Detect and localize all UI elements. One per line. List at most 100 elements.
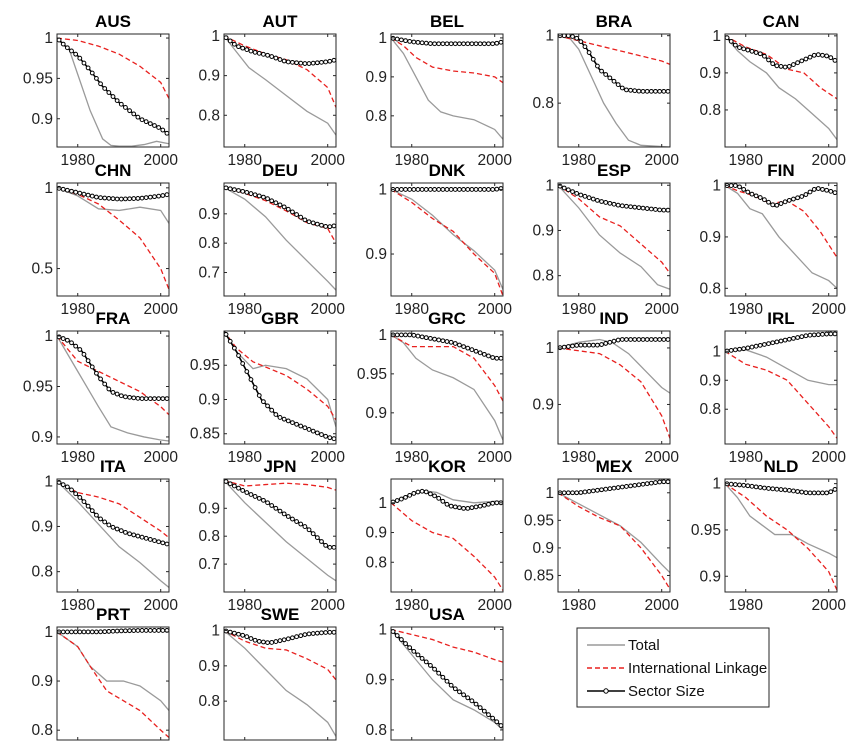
- data-point-size: [81, 191, 87, 197]
- y-tick-label: 1: [378, 30, 387, 47]
- data-point-size: [269, 198, 275, 204]
- data-point-size: [152, 396, 157, 402]
- y-tick-label: 0.8: [532, 95, 554, 112]
- data-point-size: [619, 85, 625, 91]
- data-point-size: [636, 482, 642, 488]
- data-point-size: [139, 117, 145, 123]
- data-point-size: [269, 503, 275, 508]
- data-point-size: [632, 337, 638, 342]
- data-point-size: [102, 629, 108, 635]
- panel-kor: KOR 0.8 0.9 1 1980 2000: [365, 457, 512, 614]
- data-point-size: [653, 207, 658, 212]
- data-point-size: [799, 334, 805, 340]
- data-point-size: [73, 491, 79, 497]
- data-point-size: [461, 41, 466, 47]
- series-line-intl: [558, 35, 670, 65]
- data-point-size: [615, 485, 621, 490]
- data-point-size: [774, 339, 780, 345]
- data-point-size: [314, 630, 320, 636]
- data-point-size: [98, 376, 103, 382]
- y-tick-label: 0.85: [524, 567, 554, 584]
- data-point-size: [152, 123, 157, 128]
- data-point-size: [294, 421, 299, 427]
- data-point-size: [118, 196, 124, 202]
- data-point-size: [102, 381, 108, 387]
- data-point-size: [415, 489, 421, 495]
- data-point-size: [753, 484, 759, 490]
- data-point-size: [298, 60, 304, 66]
- data-point-size: [273, 412, 279, 417]
- panel-title: AUT: [263, 12, 299, 31]
- data-point-size: [398, 37, 404, 43]
- data-point-size: [582, 193, 588, 199]
- legend-box: [576, 627, 770, 708]
- data-point-size: [753, 193, 759, 199]
- x-tick-label: 1980: [227, 449, 262, 466]
- data-point-size: [252, 192, 258, 198]
- data-point-size: [457, 342, 462, 348]
- panel-title: BEL: [430, 12, 464, 31]
- data-point-size: [403, 187, 408, 192]
- legend: Total International Linkage Sector Size: [576, 627, 770, 708]
- data-point-size: [131, 196, 137, 201]
- data-point-size: [290, 516, 295, 522]
- data-point-size: [578, 192, 584, 198]
- panel-mex: MEX 0.85 0.9 0.95 1 1980 2000: [524, 457, 679, 614]
- data-point-size: [490, 500, 496, 506]
- data-point-size: [448, 41, 454, 47]
- x-tick-label: 1980: [561, 449, 596, 466]
- series-line-total: [224, 630, 336, 737]
- data-point-size: [248, 48, 254, 54]
- data-point-size: [778, 338, 784, 344]
- data-point-size: [436, 670, 442, 676]
- data-point-size: [603, 200, 609, 205]
- data-point-size: [419, 655, 425, 661]
- data-point-size: [762, 342, 767, 347]
- series-line-total: [57, 335, 169, 442]
- data-point-size: [799, 58, 805, 64]
- x-tick-label: 1980: [728, 597, 763, 614]
- data-point-size: [665, 337, 670, 342]
- data-point-size: [261, 497, 266, 503]
- data-point-size: [240, 488, 246, 493]
- data-point-size: [782, 199, 788, 205]
- data-point-size: [277, 415, 283, 420]
- data-point-size: [782, 337, 788, 343]
- data-point-size: [139, 534, 145, 540]
- data-point-size: [94, 75, 99, 81]
- data-point-size: [231, 483, 237, 489]
- axes-box: [223, 330, 337, 445]
- data-point-size: [319, 59, 324, 65]
- x-tick-label: 2000: [811, 152, 846, 169]
- series-line-size: [57, 37, 169, 136]
- data-point-size: [81, 629, 87, 635]
- data-point-size: [127, 531, 132, 537]
- y-tick-label: 1: [44, 624, 53, 641]
- data-point-size: [160, 193, 166, 198]
- data-point-size: [741, 187, 747, 192]
- data-point-size: [757, 485, 763, 490]
- data-point-size: [252, 385, 258, 390]
- data-point-size: [227, 481, 233, 487]
- data-point-size: [811, 332, 817, 338]
- data-point-size: [665, 207, 670, 213]
- data-point-size: [277, 638, 283, 644]
- data-point-size: [444, 339, 450, 344]
- data-point-size: [494, 719, 500, 725]
- data-point-size: [811, 187, 817, 192]
- y-tick-label: 0.9: [365, 672, 387, 689]
- data-point-size: [432, 41, 437, 47]
- data-point-size: [327, 544, 333, 550]
- panel-title: FIN: [767, 161, 794, 180]
- data-point-size: [411, 490, 417, 496]
- data-point-size: [269, 640, 275, 645]
- data-point-size: [85, 192, 91, 198]
- data-point-size: [469, 698, 475, 704]
- data-point-size: [224, 332, 229, 337]
- data-point-size: [452, 187, 458, 192]
- data-point-size: [432, 666, 437, 672]
- x-tick-label: 2000: [143, 152, 178, 169]
- data-point-size: [265, 640, 270, 645]
- y-tick-label: 0.9: [699, 229, 721, 246]
- data-point-size: [135, 628, 141, 633]
